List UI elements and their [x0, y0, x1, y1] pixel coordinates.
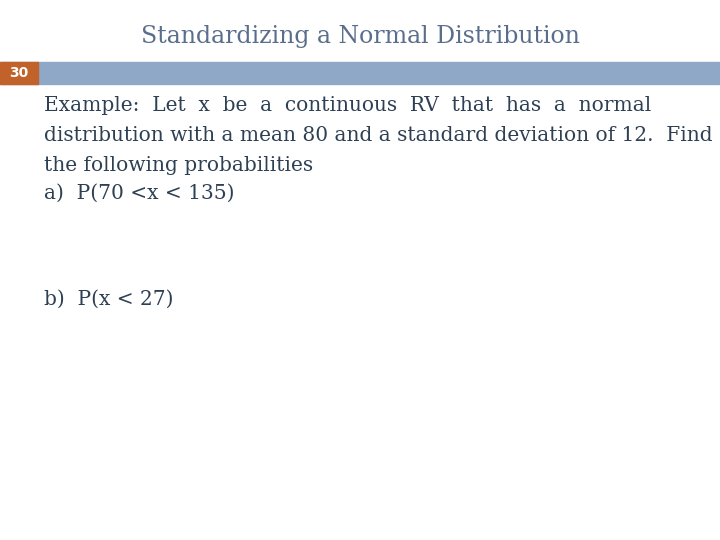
Text: the following probabilities: the following probabilities: [44, 156, 313, 175]
Text: 30: 30: [9, 66, 29, 80]
Bar: [0, 62, 720, 84]
Text: Standardizing a Normal Distribution: Standardizing a Normal Distribution: [140, 25, 580, 48]
Text: b)  P(x < 27): b) P(x < 27): [44, 290, 174, 309]
Text: a)  P(70 <x < 135): a) P(70 <x < 135): [44, 184, 235, 203]
Text: Example:  Let  x  be  a  continuous  RV  that  has  a  normal: Example: Let x be a continuous RV that h…: [44, 96, 652, 115]
Bar: [0, 62, 38, 84]
Text: distribution with a mean 80 and a standard deviation of 12.  Find: distribution with a mean 80 and a standa…: [44, 126, 713, 145]
